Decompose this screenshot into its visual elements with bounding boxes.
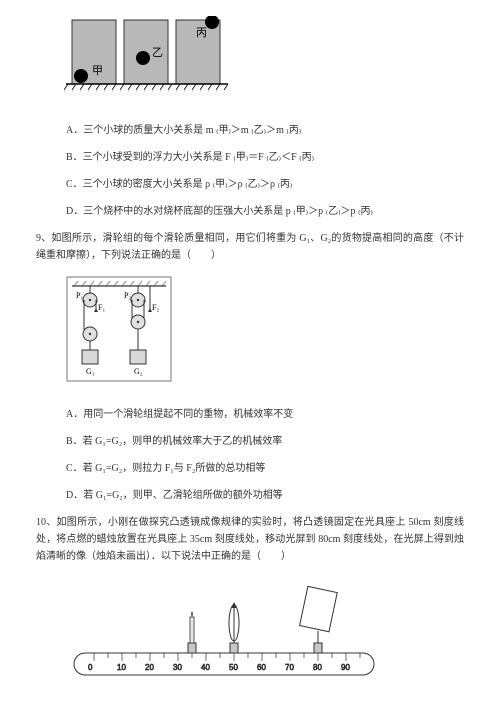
- option-8d-text: 三个烧杯中的水对烧杯底部的压强大小关系是 p ₍甲₎＞p ₍乙₎＞p ₍丙₎: [83, 206, 373, 217]
- option-8c-text: 三个小球的密度大小关系是 ρ ₍甲₎＞ρ ₍乙₎＞ρ ₍丙₎: [83, 179, 293, 190]
- bench-svg: 0 10 20 30 40 50 60 70 80 90: [64, 575, 384, 685]
- svg-text:0: 0: [88, 663, 93, 672]
- svg-text:60: 60: [257, 663, 266, 672]
- label-b: 乙: [152, 46, 163, 59]
- label-f2: F₂: [152, 303, 159, 312]
- option-9c: C．若 G₁=G₂，则拉力 F₁与 F₂所做的总功相等: [66, 460, 464, 477]
- option-9d: D．若 G₁=G₂，则甲、乙滑轮组所做的额外功相等: [66, 487, 464, 504]
- option-9c-text: 若 G₁=G₂，则拉力 F₁与 F₂所做的总功相等: [83, 463, 266, 474]
- option-9b-text: 若 G₁=G₂，则甲的机械效率大于乙的机械效率: [83, 436, 283, 447]
- svg-text:70: 70: [285, 663, 294, 672]
- question-9: 9、如图所示，滑轮组的每个滑轮质量相同，用它们将重为 G₁、G₂的货物提高相同的…: [36, 230, 464, 264]
- option-8a-text: 三个小球的质量大小关系是 m ₍甲₎＞m ₍乙₎＞m ₍丙₎: [83, 125, 301, 136]
- option-9a: A．用同一个滑轮组提起不同的重物，机械效率不变: [66, 406, 464, 423]
- option-8b: B．三个小球受到的浮力大小关系是 F ₍甲₎＝F ₍乙₎＜F ₍丙₎: [66, 149, 464, 166]
- label-g1: G₁: [86, 367, 95, 376]
- svg-text:50: 50: [229, 663, 238, 672]
- svg-text:90: 90: [341, 663, 350, 672]
- svg-text:10: 10: [117, 663, 126, 672]
- pulleys-svg: P₁ F₁ G₁ P₂ F₂ G₂: [64, 274, 174, 384]
- figure-bench: 0 10 20 30 40 50 60 70 80 90: [64, 575, 464, 691]
- option-8c: C．三个小球的密度大小关系是 ρ ₍甲₎＞ρ ₍乙₎＞ρ ₍丙₎: [66, 176, 464, 193]
- option-9d-text: 若 G₁=G₂，则甲、乙滑轮组所做的额外功相等: [83, 490, 283, 501]
- label-a: 甲: [92, 65, 103, 77]
- svg-text:30: 30: [173, 663, 182, 672]
- label-g2: G₂: [134, 367, 143, 376]
- figure-pulleys: P₁ F₁ G₁ P₂ F₂ G₂: [64, 274, 464, 390]
- svg-text:20: 20: [145, 663, 154, 672]
- option-8d: D．三个烧杯中的水对烧杯底部的压强大小关系是 p ₍甲₎＞p ₍乙₎＞p ₍丙₎: [66, 203, 464, 220]
- figure-beakers: 甲 乙 丙: [64, 16, 464, 106]
- label-p1: P₁: [76, 291, 83, 300]
- option-8b-text: 三个小球受到的浮力大小关系是 F ₍甲₎＝F ₍乙₎＜F ₍丙₎: [83, 152, 314, 163]
- label-f1: F₁: [98, 303, 105, 312]
- label-p2: P₂: [124, 291, 131, 300]
- option-9a-text: 用同一个滑轮组提起不同的重物，机械效率不变: [83, 409, 293, 420]
- label-c: 丙: [196, 27, 207, 39]
- option-8a: A．三个小球的质量大小关系是 m ₍甲₎＞m ₍乙₎＞m ₍丙₎: [66, 122, 464, 139]
- beakers-svg: 甲 乙 丙: [64, 16, 234, 100]
- svg-text:40: 40: [201, 663, 210, 672]
- svg-text:80: 80: [313, 663, 322, 672]
- question-10: 10、如图所示，小刚在做探究凸透镜成像规律的实验时，将凸透镜固定在光具座上 50…: [36, 514, 464, 565]
- option-9b: B．若 G₁=G₂，则甲的机械效率大于乙的机械效率: [66, 433, 464, 450]
